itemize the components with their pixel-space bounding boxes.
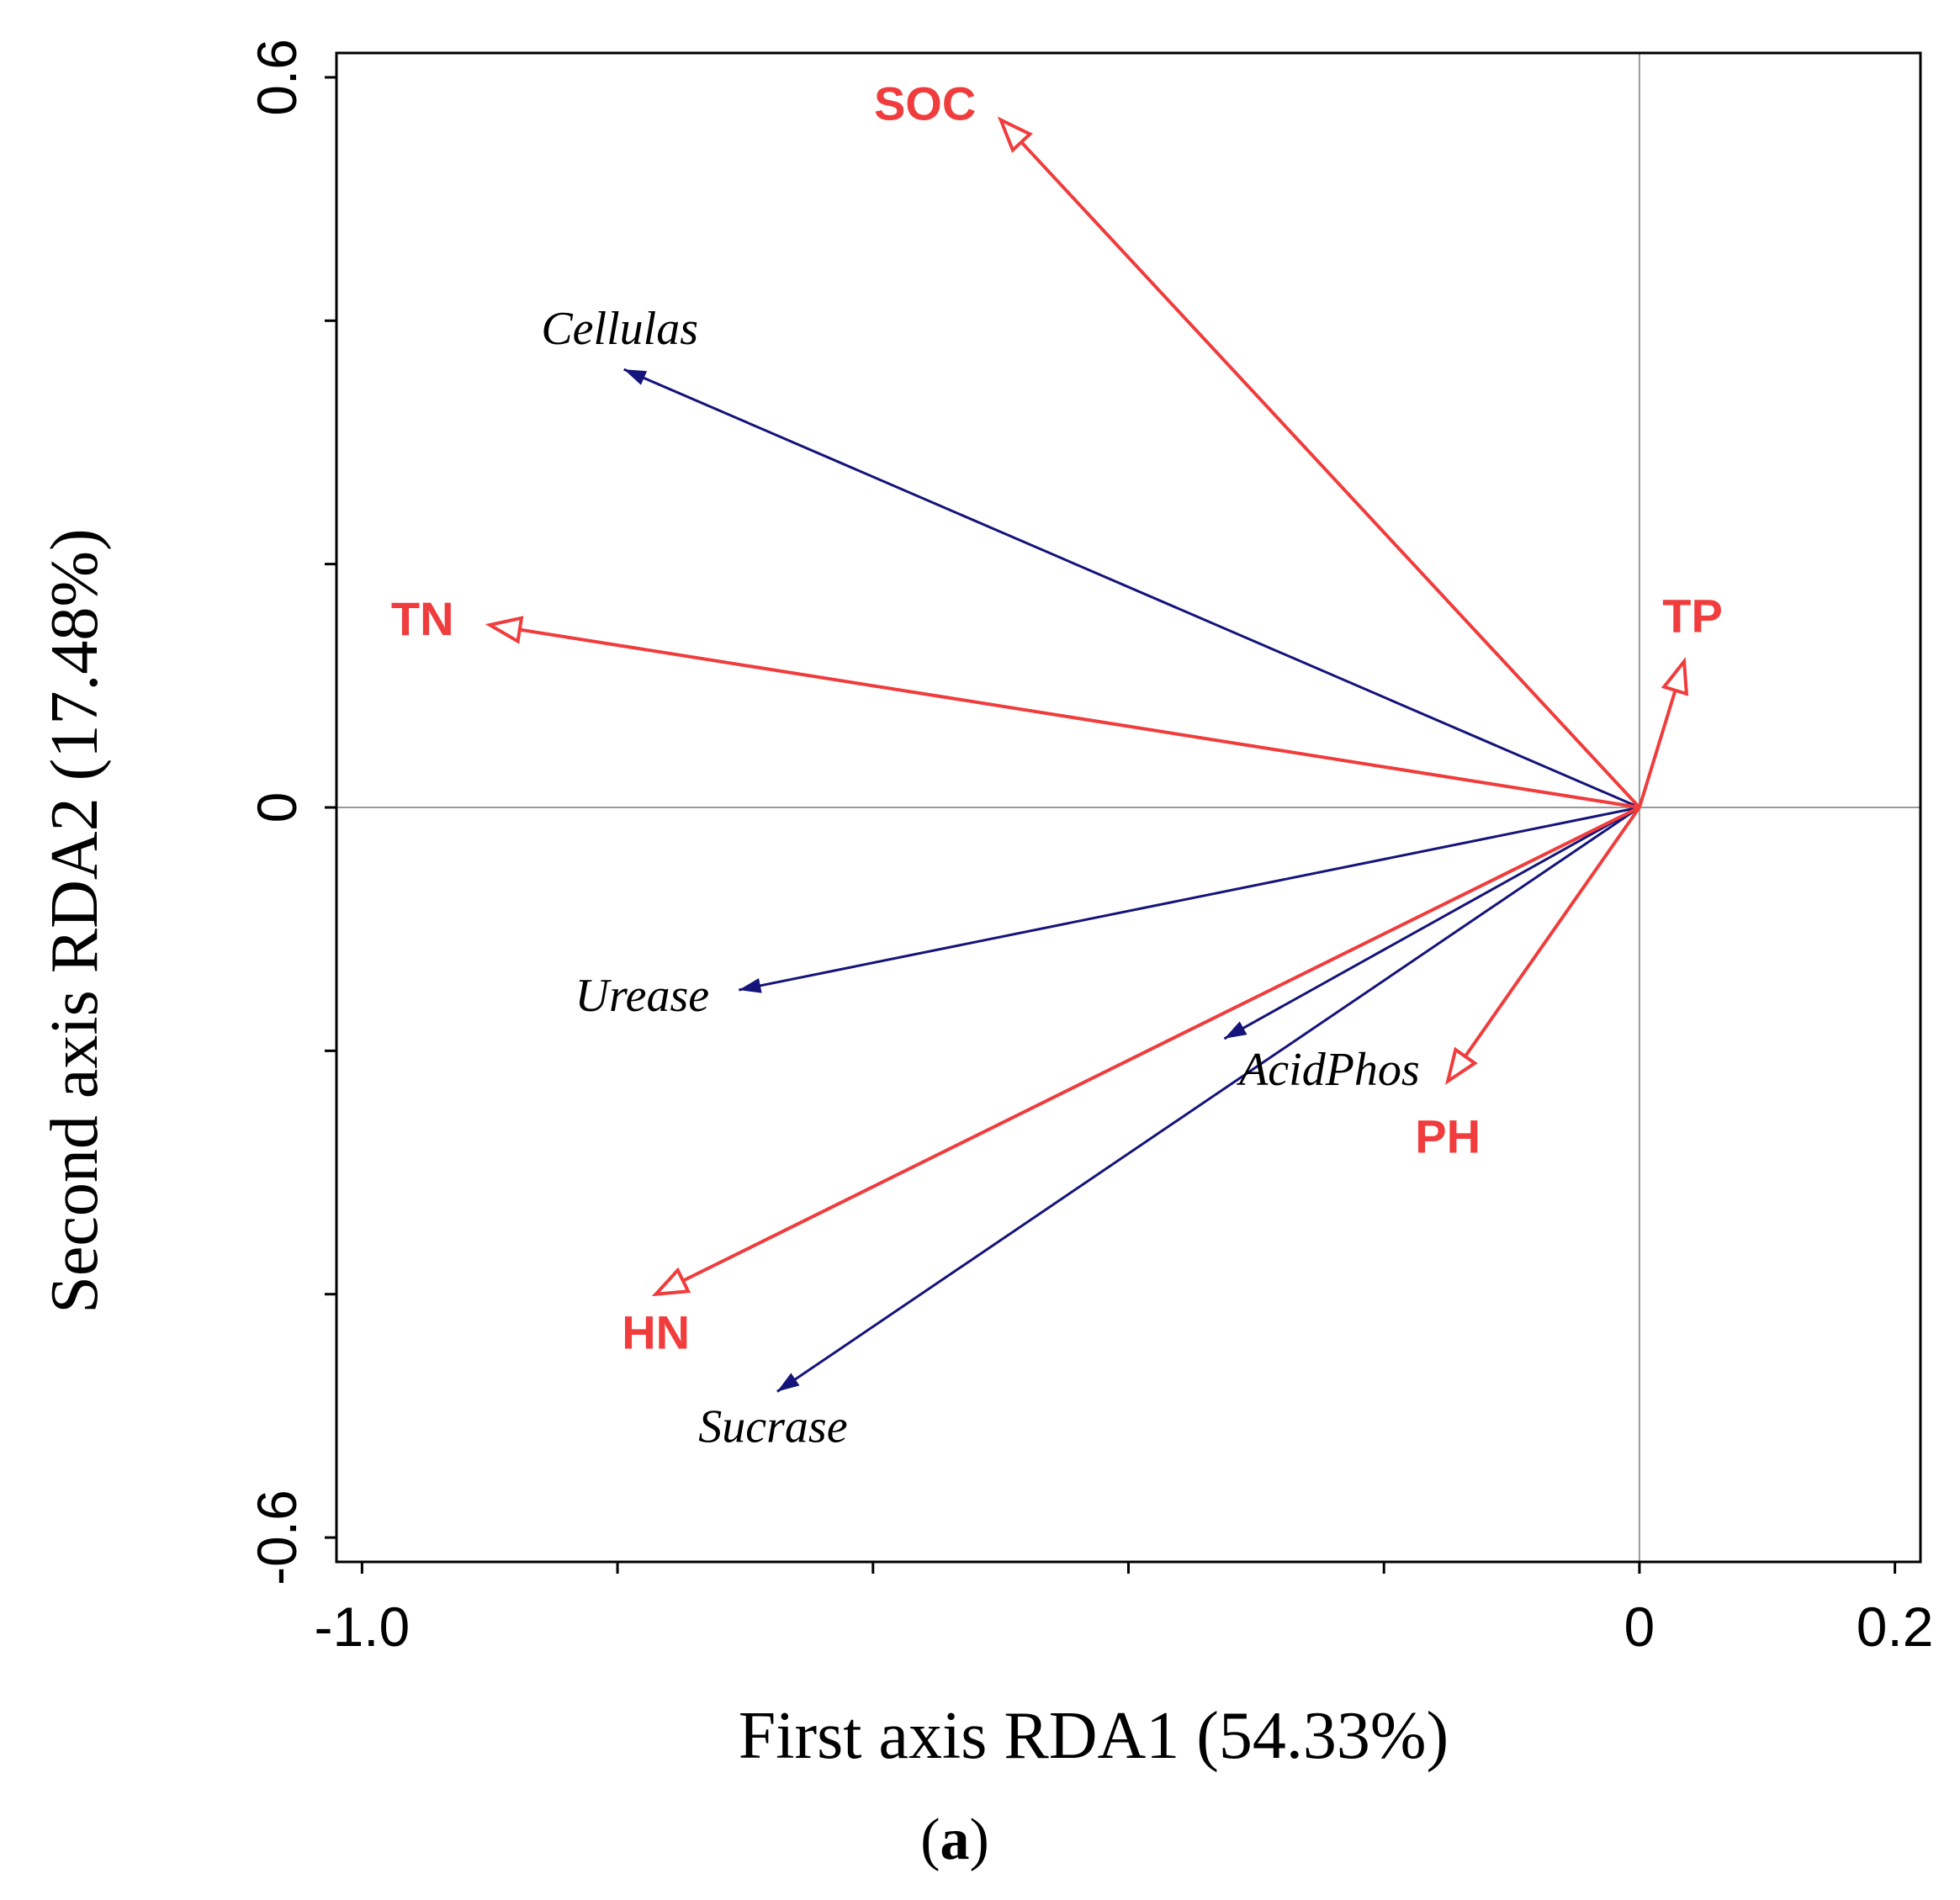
response-vector-cellulas	[623, 368, 1640, 809]
x-tick-label: 0	[1624, 1596, 1655, 1658]
response-vector-sucrase	[776, 806, 1640, 1393]
environment-arrowhead-tn	[485, 616, 524, 644]
x-axis-title: First axis RDA1 (54.33%)	[739, 1699, 1449, 1773]
vector-labels: SOC TN TP PH HN Cellulas Urease AcidPhos Sucrase	[391, 77, 1723, 1453]
response-label-acidphos: AcidPhos	[1236, 1044, 1420, 1096]
environment-label-tn: TN	[391, 592, 454, 645]
environment-vector-soc	[1020, 140, 1641, 809]
y-tick-label: 0.6	[246, 39, 308, 116]
y-axis: -0.6 0 0.6	[246, 39, 336, 1585]
environment-label-ph: PH	[1415, 1110, 1481, 1163]
environment-vector-ph	[1464, 806, 1641, 1058]
x-axis: -1.0 0 0.2	[315, 1562, 1934, 1658]
vector-layer	[485, 116, 1689, 1393]
response-vector-urease	[739, 806, 1640, 992]
panel-label: (a)	[920, 1807, 989, 1872]
x-tick-label: 0.2	[1857, 1596, 1934, 1658]
environment-vector-tn	[519, 627, 1640, 809]
environment-vector-hn	[682, 806, 1640, 1283]
environment-arrowhead-soc	[997, 116, 1033, 153]
y-tick-label: 0	[246, 792, 308, 823]
response-label-cellulas: Cellulas	[541, 303, 698, 355]
response-label-sucrase: Sucrase	[698, 1400, 847, 1453]
environment-label-soc: SOC	[874, 77, 976, 130]
response-arrowhead-acidphos	[1224, 1021, 1248, 1039]
environment-label-hn: HN	[622, 1306, 690, 1359]
environment-label-tp: TP	[1662, 589, 1723, 642]
y-axis-title: Second axis RDA2 (17.48%)	[38, 528, 112, 1313]
response-arrowhead-urease	[739, 978, 762, 993]
reference-lines	[336, 53, 1920, 1562]
environment-arrowhead-ph	[1444, 1046, 1478, 1086]
y-tick-label: -0.6	[246, 1490, 308, 1585]
environment-arrowhead-hn	[651, 1267, 691, 1297]
environment-vector-tp	[1638, 690, 1677, 808]
response-arrowhead-sucrase	[776, 1373, 800, 1392]
panel-letter: a	[940, 1807, 970, 1872]
response-label-urease: Urease	[575, 970, 710, 1022]
x-tick-label: -1.0	[315, 1596, 411, 1658]
environment-arrowhead-tp	[1661, 657, 1689, 696]
response-arrowhead-cellulas	[623, 369, 648, 385]
response-vector-acidphos	[1223, 806, 1640, 1040]
